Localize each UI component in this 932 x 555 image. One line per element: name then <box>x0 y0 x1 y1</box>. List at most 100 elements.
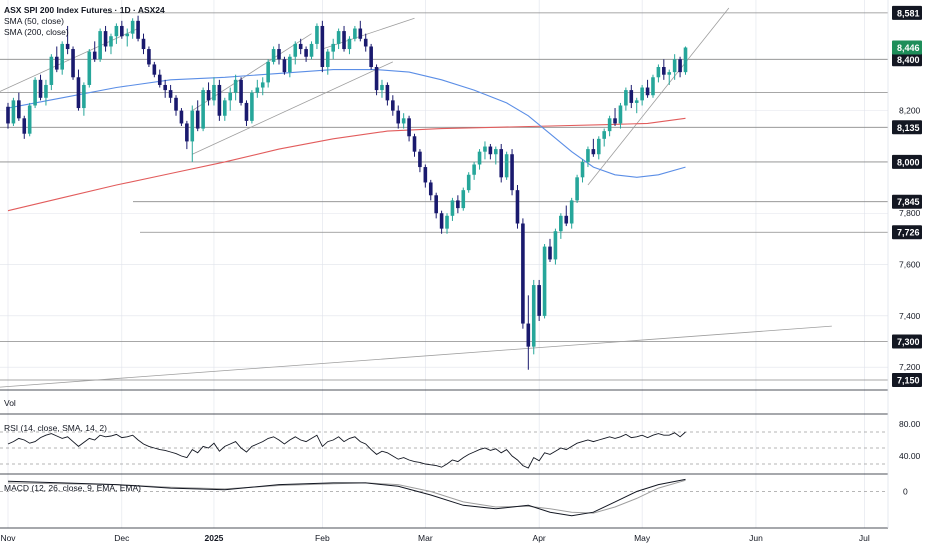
candle-body <box>250 92 254 121</box>
level-price-label: 8,400 <box>897 55 920 65</box>
candle-body <box>428 182 433 196</box>
candle-body <box>672 59 677 73</box>
candle-body <box>662 67 666 75</box>
candle-body <box>125 33 130 37</box>
candle-body <box>418 151 422 168</box>
sma50-line <box>7 69 686 178</box>
candle-body <box>450 200 455 216</box>
candle-body <box>596 138 601 155</box>
candle-body <box>11 100 16 124</box>
candle-body <box>434 195 438 214</box>
rsi-line <box>7 431 686 469</box>
candle-body <box>217 84 222 116</box>
candle-body <box>380 84 384 91</box>
candle-body <box>396 110 401 124</box>
candle-body <box>580 161 585 178</box>
level-price-label: 7,300 <box>897 337 920 347</box>
candle-body <box>266 61 270 83</box>
candle-body <box>667 72 672 75</box>
y-tick-label: 7,800 <box>899 208 921 218</box>
level-price-tag <box>892 194 922 209</box>
macd-tick-label: 0 <box>903 487 908 497</box>
candle-body <box>353 28 357 39</box>
sma200-line <box>7 117 686 212</box>
sma50-legend: SMA (50, close) <box>4 16 64 26</box>
candle-body <box>309 43 314 57</box>
candle-body <box>504 154 509 178</box>
candle-body <box>369 46 373 68</box>
candle-body <box>315 25 319 44</box>
candle-body <box>618 105 623 124</box>
candle-body <box>130 20 135 34</box>
candle-body <box>38 79 43 98</box>
candle-body <box>298 43 303 50</box>
candle-body <box>515 190 520 224</box>
trend-line <box>322 17 415 50</box>
candle-body <box>320 25 325 68</box>
candle-body <box>602 131 606 139</box>
candle-body <box>472 164 476 175</box>
macd-line <box>7 478 686 517</box>
candle-body <box>141 38 146 50</box>
level-price-tag <box>892 120 922 135</box>
level-price-tag <box>892 154 922 169</box>
candle-body <box>260 82 265 88</box>
current-price-tag <box>892 40 922 55</box>
candle-body <box>456 200 460 209</box>
candle-body <box>255 87 260 93</box>
candle-body <box>331 43 335 52</box>
candle-body <box>537 285 541 316</box>
chart-title: ASX SPI 200 Index Futures · 1D · ASX24 <box>4 5 165 15</box>
rsi-pane-label: RSI (14, close, SMA, 14, 2) <box>4 423 107 433</box>
candle-body <box>569 200 574 224</box>
candle-body <box>54 56 59 70</box>
candle-body <box>678 59 682 73</box>
x-tick-label: Dec <box>114 533 130 543</box>
macd-signal-line <box>7 479 686 514</box>
candle-body <box>591 149 596 155</box>
level-price-label: 8,135 <box>897 123 920 133</box>
candle-body <box>325 51 330 68</box>
candle-body <box>271 49 276 62</box>
candle-body <box>185 123 189 142</box>
x-tick-label: May <box>634 533 651 543</box>
candle-body <box>288 56 292 73</box>
candle-body <box>494 149 498 155</box>
candle-body <box>683 47 688 73</box>
candle-body <box>293 43 298 57</box>
candle-body <box>87 51 92 85</box>
candle-body <box>391 100 395 111</box>
candle-body <box>640 87 644 101</box>
candle-body <box>553 231 558 260</box>
candle-body <box>92 51 97 60</box>
rsi-tick-label: 80.00 <box>899 419 921 429</box>
candle-body <box>439 213 444 229</box>
candle-body <box>575 177 579 201</box>
candle-body <box>347 38 352 50</box>
level-price-label: 8,000 <box>897 157 920 167</box>
candle-body <box>531 285 536 347</box>
candle-body <box>477 151 482 165</box>
candle-body <box>120 25 124 37</box>
candle-body <box>60 43 64 70</box>
candle-body <box>559 215 563 232</box>
candle-body <box>195 110 200 129</box>
candle-body <box>223 100 227 116</box>
candle-body <box>358 28 363 39</box>
y-tick-label: 8,200 <box>899 106 921 116</box>
candle-body <box>645 87 650 96</box>
candle-body <box>212 84 216 101</box>
candle-body <box>613 118 617 124</box>
trend-line <box>0 325 832 388</box>
candle-body <box>542 246 547 316</box>
candle-body <box>82 84 86 109</box>
candle-body <box>586 149 590 162</box>
level-price-label: 8,581 <box>897 8 920 18</box>
candle-body <box>163 84 167 91</box>
trend-line <box>192 33 312 111</box>
candle-body <box>548 246 552 260</box>
y-tick-label: 7,400 <box>899 311 921 321</box>
candle-body <box>244 102 249 121</box>
